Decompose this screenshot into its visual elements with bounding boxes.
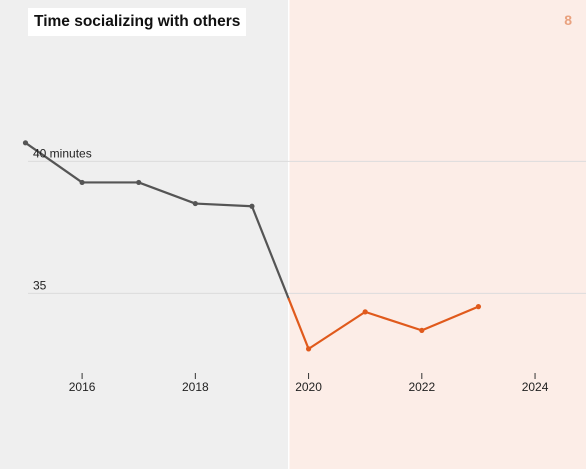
shaded-region-after (288, 0, 586, 469)
x-tick-label-2016: 2016 (69, 380, 96, 394)
series-line-before (24, 141, 290, 301)
y-tick-label-35: 35 (33, 278, 47, 292)
data-point-2019 (249, 203, 255, 209)
panel-number-badge: 8 (564, 12, 572, 28)
data-point-2018 (192, 200, 198, 207)
data-points (22, 140, 482, 352)
data-point-2017 (136, 179, 142, 186)
data-point-2015 (22, 140, 29, 146)
y-gridlines (28, 160, 586, 294)
x-tick-label-2018: 2018 (182, 380, 209, 394)
y-tick-label-40: 40 minutes (33, 146, 92, 160)
data-point-2021 (362, 309, 368, 315)
x-tick-label-2024: 2024 (522, 380, 549, 394)
x-axis: 2016 2018 2020 2022 2024 (69, 373, 549, 394)
data-point-2023 (475, 304, 482, 310)
chart-title: Time socializing with others (28, 8, 247, 36)
data-point-2022 (419, 327, 425, 333)
x-tick-label-2022: 2022 (408, 380, 435, 394)
shaded-region-before (0, 0, 289, 469)
data-point-2020 (305, 346, 312, 352)
y-axis-labels: 35 40 minutes (33, 146, 92, 292)
data-point-2016 (79, 179, 85, 186)
x-tick-label-2020: 2020 (295, 380, 322, 394)
